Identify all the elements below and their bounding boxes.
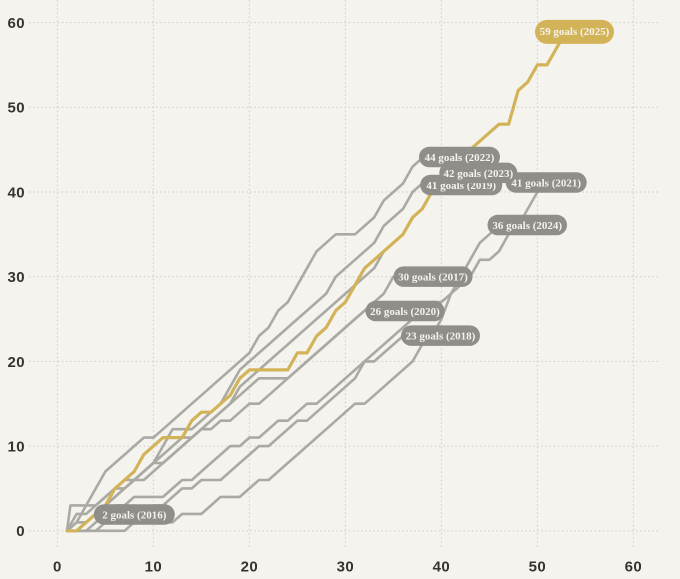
svg-text:60: 60 [625, 559, 643, 576]
svg-text:44 goals (2022): 44 goals (2022) [425, 152, 495, 164]
svg-text:42 goals (2023): 42 goals (2023) [443, 168, 513, 180]
svg-text:30: 30 [8, 269, 26, 286]
svg-text:36 goals (2024): 36 goals (2024) [492, 220, 562, 232]
svg-text:60: 60 [8, 15, 26, 32]
svg-text:20: 20 [241, 559, 259, 576]
svg-text:30 goals (2017): 30 goals (2017) [398, 272, 468, 284]
svg-text:0: 0 [16, 523, 25, 540]
svg-text:50: 50 [529, 559, 547, 576]
svg-text:30: 30 [337, 559, 355, 576]
svg-text:41 goals (2021): 41 goals (2021) [511, 178, 581, 190]
svg-text:0: 0 [53, 559, 62, 576]
svg-text:2 goals (2016): 2 goals (2016) [102, 510, 167, 522]
svg-text:50: 50 [8, 100, 26, 117]
svg-text:59 goals (2025): 59 goals (2025) [540, 26, 610, 38]
svg-text:23 goals (2018): 23 goals (2018) [406, 331, 476, 343]
svg-text:40: 40 [433, 559, 451, 576]
svg-text:20: 20 [8, 354, 26, 371]
svg-text:26 goals (2020): 26 goals (2020) [370, 306, 440, 318]
svg-text:10: 10 [8, 439, 26, 456]
svg-text:40: 40 [8, 184, 26, 201]
svg-text:10: 10 [145, 559, 163, 576]
